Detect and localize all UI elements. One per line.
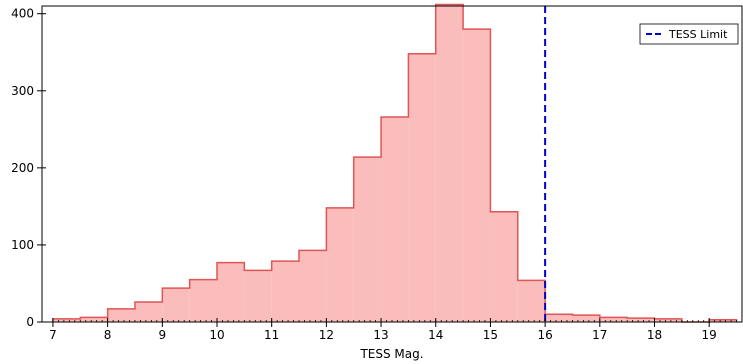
legend-label-tess-limit: TESS Limit [668,28,728,41]
histogram-bar-24 [709,319,737,322]
histogram-bar-18 [545,314,573,322]
histogram-bar-11 [353,157,382,322]
x-tick-label: 13 [373,328,388,342]
y-tick-label: 400 [11,7,34,21]
histogram-bar-20 [599,317,628,322]
histogram-bar-17 [517,280,546,322]
histogram-bars [52,4,737,323]
histogram-bar-21 [627,318,655,322]
x-tick-label: 16 [537,328,552,342]
y-tick-label: 200 [11,161,34,175]
x-tick-label: 8 [104,328,112,342]
histogram-bar-1 [80,317,108,322]
x-tick-label: 10 [209,328,224,342]
histogram-bar-19 [572,315,600,322]
histogram-outline [52,3,738,323]
histogram-bar-13 [408,53,436,322]
y-tick-label: 300 [11,84,34,98]
legend: TESS Limit [639,23,739,45]
histogram-bar-14 [435,4,464,323]
histogram-bar-15 [463,29,491,323]
histogram-bar-16 [490,211,518,322]
histogram-bar-7 [244,270,272,322]
axes: 7 8 9 10 11 12 13 14 15 16 17 18 19 0 100 200 300 400 [11,5,743,342]
histogram-bar-4 [162,288,190,322]
histogram-bar-2 [107,308,135,322]
x-tick-label: 18 [647,328,662,342]
y-tick-label: 100 [11,238,34,252]
x-tick-label: 9 [158,328,166,342]
histogram-bar-22 [654,318,682,322]
x-tick-label: 12 [319,328,334,342]
x-tick-label: 17 [592,328,607,342]
histogram-bar-9 [299,250,327,322]
legend-box [639,23,739,45]
x-tick-label: 7 [49,328,57,342]
x-tick-label: 11 [264,328,279,342]
y-tick-label: 0 [26,315,34,329]
histogram-bar-8 [271,261,300,322]
histogram-bar-3 [134,301,163,322]
histogram-bar-12 [381,116,409,322]
histogram-bar-10 [326,207,354,322]
x-axis-label: TESS Mag. [359,347,423,361]
histogram-bar-6 [217,262,245,322]
x-tick-label: 14 [428,328,443,342]
histogram-step-line [52,3,738,323]
histogram-bar-0 [52,318,81,322]
x-tick-label: 15 [483,328,498,342]
x-tick-label: 19 [702,328,717,342]
histogram-bar-5 [189,279,217,322]
